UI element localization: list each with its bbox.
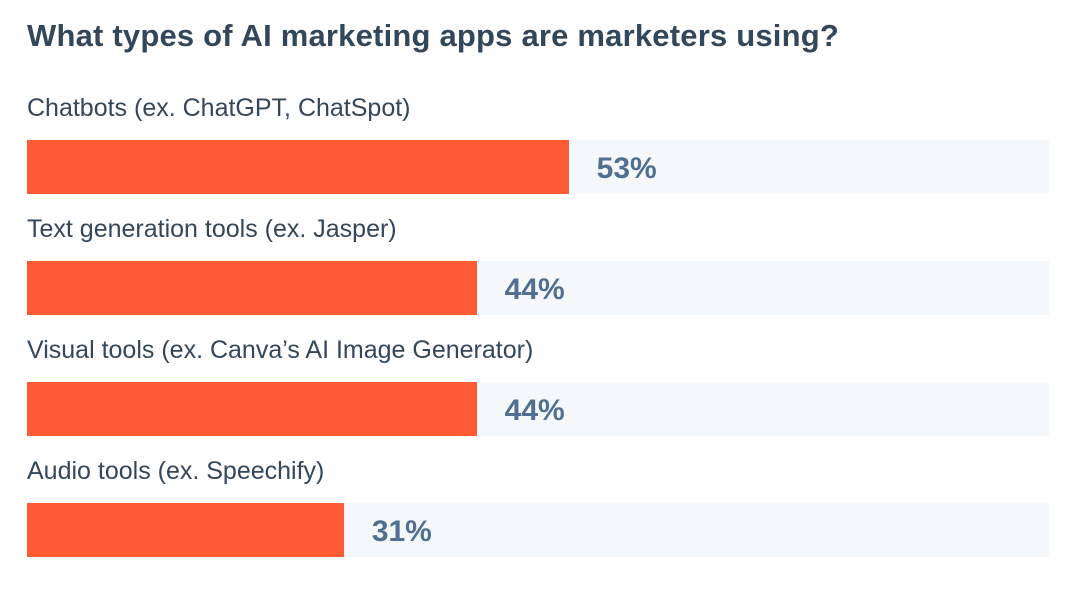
value-label: 44%	[504, 394, 565, 427]
bar-row: Visual tools (ex. Canva’s AI Image Gener…	[27, 330, 1049, 436]
category-label: Visual tools (ex. Canva’s AI Image Gener…	[27, 336, 534, 364]
bar-row: Chatbots (ex. ChatGPT, ChatSpot) 53%	[27, 88, 1049, 194]
bar-track: 44%	[27, 382, 1049, 436]
value-label: 53%	[596, 152, 657, 185]
bar-row: Text generation tools (ex. Jasper) 44%	[27, 209, 1049, 315]
bar-track: 44%	[27, 261, 1049, 315]
bar-track: 31%	[27, 503, 1049, 557]
category-label: Text generation tools (ex. Jasper)	[27, 215, 397, 243]
bar	[27, 261, 477, 315]
bar-track: 53%	[27, 140, 1049, 194]
chart-title: What types of AI marketing apps are mark…	[27, 18, 840, 53]
value-label: 31%	[371, 515, 432, 548]
bar	[27, 503, 344, 557]
value-label: 44%	[504, 273, 565, 306]
category-label: Audio tools (ex. Speechify)	[27, 457, 325, 485]
bar	[27, 382, 477, 436]
category-label: Chatbots (ex. ChatGPT, ChatSpot)	[27, 94, 411, 122]
bar	[27, 140, 569, 194]
bar-row: Audio tools (ex. Speechify) 31%	[27, 451, 1049, 557]
